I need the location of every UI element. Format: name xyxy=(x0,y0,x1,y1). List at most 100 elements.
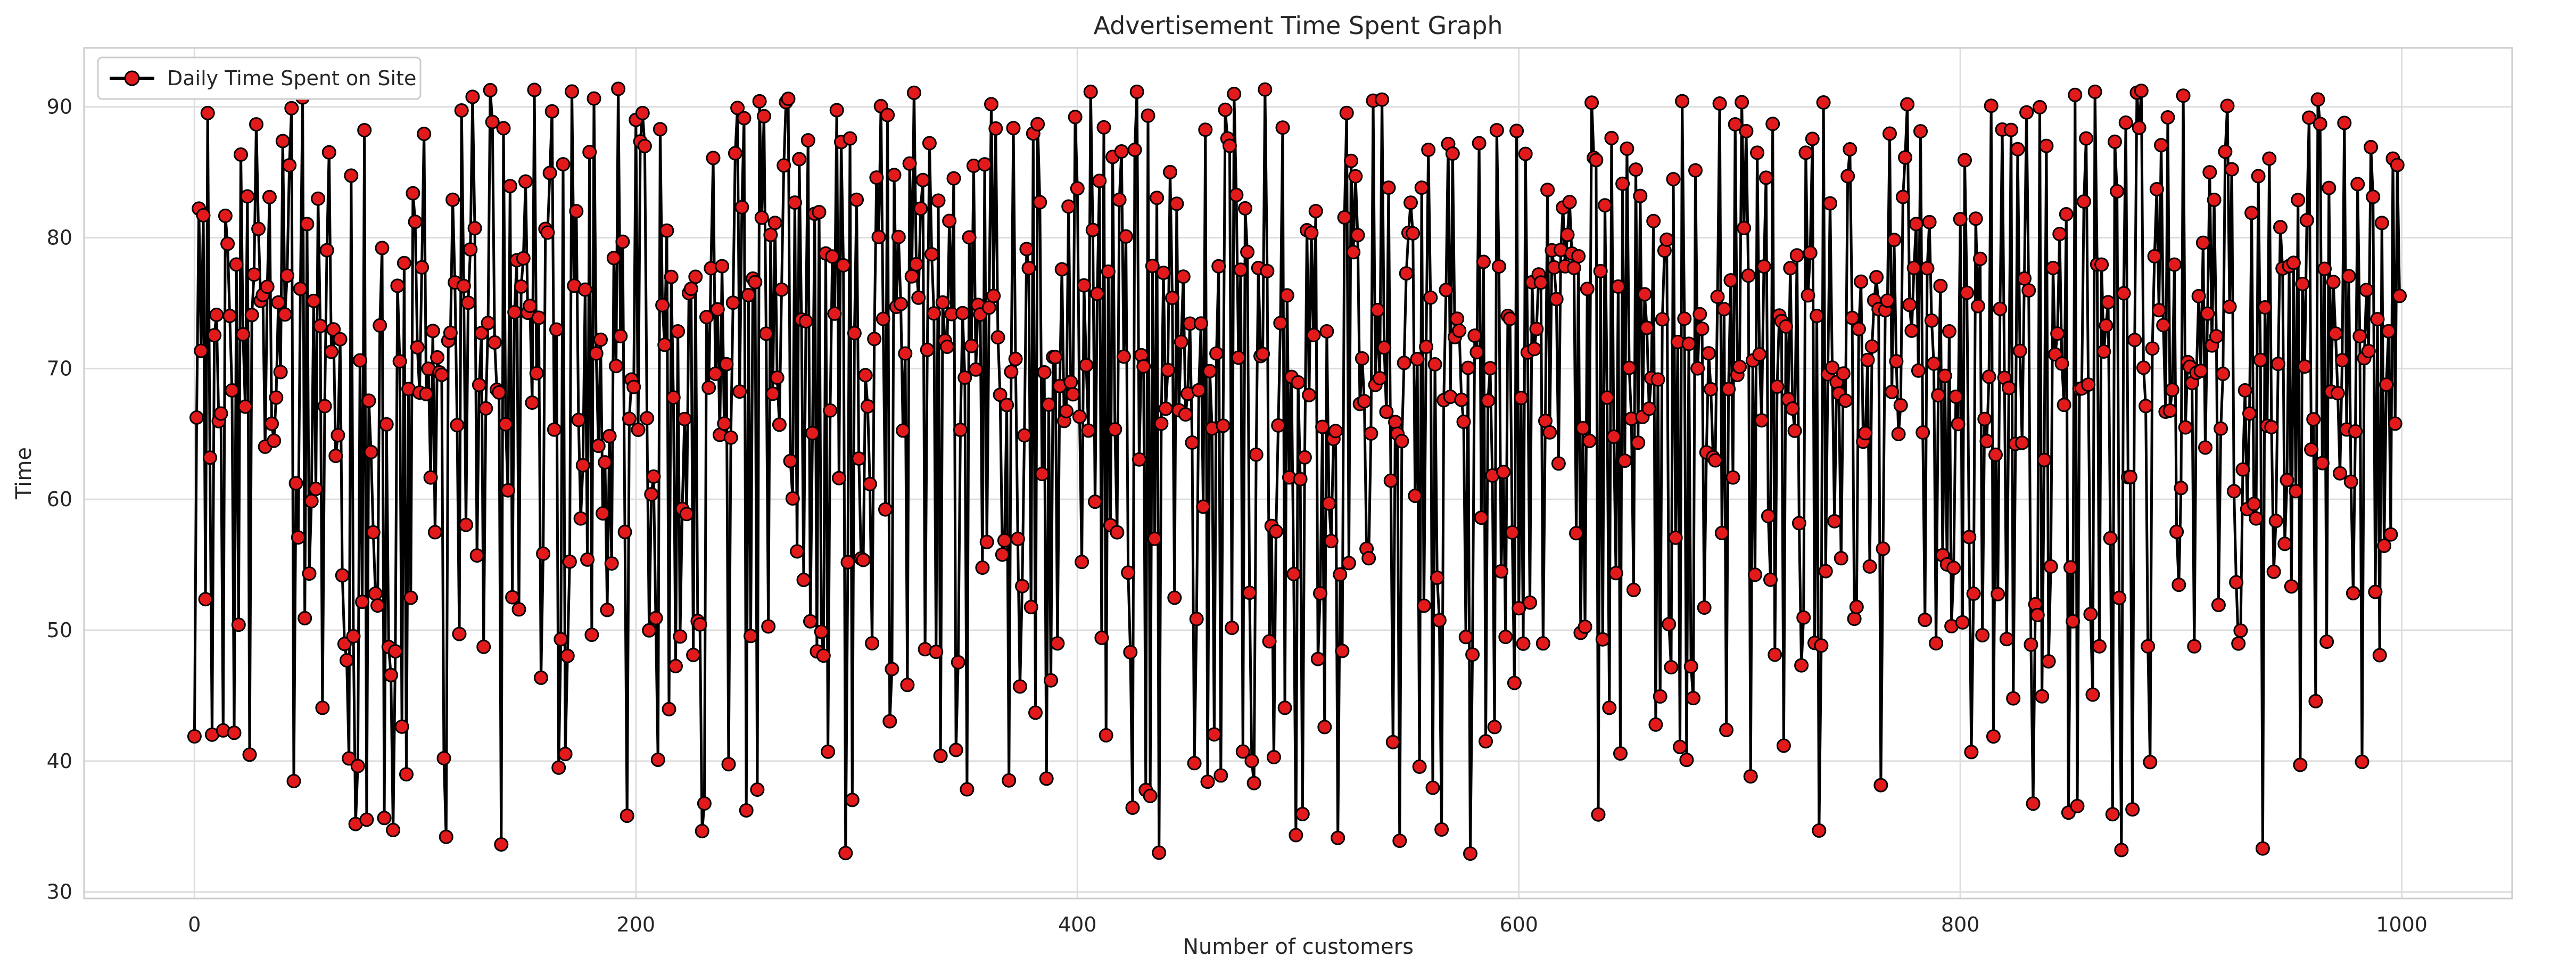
data-point xyxy=(291,530,306,545)
data-point xyxy=(2289,484,2303,499)
data-point xyxy=(1410,352,1425,367)
data-point xyxy=(1403,195,1418,210)
y-tick-label: 50 xyxy=(47,619,72,642)
data-point xyxy=(244,308,259,323)
data-point xyxy=(2169,524,2184,539)
data-point xyxy=(1854,274,1869,289)
data-point xyxy=(1498,630,1513,645)
data-point xyxy=(1862,559,1877,574)
data-point xyxy=(671,324,686,339)
x-tick-label: 200 xyxy=(617,913,656,936)
data-point xyxy=(1666,172,1681,187)
data-point xyxy=(1054,262,1069,277)
data-point xyxy=(2162,403,2177,418)
data-point xyxy=(554,632,568,647)
data-point xyxy=(1641,401,1656,416)
data-point xyxy=(1981,369,1996,384)
data-point xyxy=(1712,96,1727,111)
data-point xyxy=(1527,342,1542,357)
data-point xyxy=(1163,164,1177,179)
data-point xyxy=(551,760,566,775)
data-point xyxy=(2059,207,2074,221)
data-point xyxy=(2116,286,2131,301)
data-point xyxy=(476,639,491,654)
data-point xyxy=(876,311,890,326)
data-point xyxy=(915,172,930,187)
data-point xyxy=(2306,412,2321,427)
data-point xyxy=(198,592,213,607)
data-point xyxy=(2195,235,2210,250)
data-point xyxy=(399,767,414,782)
data-point xyxy=(2033,100,2047,114)
data-point xyxy=(882,714,897,729)
chart-title: Advertisement Time Spent Graph xyxy=(1093,11,1502,40)
data-point xyxy=(2370,312,2385,327)
data-point xyxy=(319,243,334,258)
data-point xyxy=(692,617,707,632)
data-point xyxy=(600,603,615,617)
data-point xyxy=(1606,429,1621,444)
data-point xyxy=(2284,579,2299,594)
data-point xyxy=(1843,142,1857,156)
data-point xyxy=(1898,150,1912,165)
data-point xyxy=(1582,433,1597,448)
data-point xyxy=(827,306,842,321)
data-point xyxy=(2010,142,2025,156)
data-point xyxy=(948,743,963,757)
data-point xyxy=(1121,565,1136,580)
data-point xyxy=(2054,356,2069,371)
data-point xyxy=(1240,245,1255,259)
data-point xyxy=(344,168,359,183)
data-point xyxy=(1012,679,1027,694)
data-point xyxy=(1260,263,1275,278)
data-point xyxy=(1904,323,1919,338)
data-point xyxy=(1791,516,1806,531)
data-point xyxy=(487,335,502,350)
data-point xyxy=(1880,293,1895,308)
data-point xyxy=(1710,290,1725,304)
data-point xyxy=(748,275,763,290)
data-point xyxy=(1350,228,1365,243)
data-point xyxy=(2364,139,2379,154)
data-point xyxy=(1571,249,1586,263)
data-point xyxy=(981,300,996,315)
data-point xyxy=(2092,639,2107,654)
data-point xyxy=(262,189,277,204)
data-point xyxy=(1039,771,1054,786)
data-point xyxy=(260,279,275,294)
data-point xyxy=(752,94,767,109)
data-point xyxy=(2174,481,2189,496)
data-point xyxy=(838,846,853,861)
data-point xyxy=(831,471,846,485)
data-point xyxy=(1816,95,1831,110)
data-point xyxy=(1035,467,1050,481)
data-point xyxy=(1725,470,1740,485)
data-point xyxy=(1761,509,1776,524)
data-point xyxy=(1381,180,1396,195)
data-point xyxy=(2099,318,2113,333)
data-point xyxy=(2226,484,2241,499)
data-point xyxy=(2004,122,2019,137)
data-point xyxy=(1918,613,1933,628)
data-point xyxy=(1787,423,1802,438)
data-point xyxy=(2224,162,2239,177)
data-point xyxy=(900,678,915,692)
data-point xyxy=(523,299,538,314)
data-point xyxy=(514,279,529,294)
data-point xyxy=(275,134,290,149)
data-point xyxy=(1344,153,1358,168)
data-point xyxy=(1673,739,1687,754)
data-point xyxy=(587,91,601,106)
data-point xyxy=(715,259,730,274)
data-point xyxy=(236,327,251,342)
data-point xyxy=(2304,442,2319,457)
data-point xyxy=(650,752,665,767)
data-point xyxy=(2286,255,2301,270)
data-point xyxy=(2081,377,2096,392)
data-point xyxy=(1637,287,1652,302)
data-point xyxy=(357,123,372,138)
data-point xyxy=(469,548,484,563)
data-point xyxy=(1491,259,1506,274)
data-point xyxy=(2258,300,2272,315)
data-point xyxy=(328,449,343,463)
